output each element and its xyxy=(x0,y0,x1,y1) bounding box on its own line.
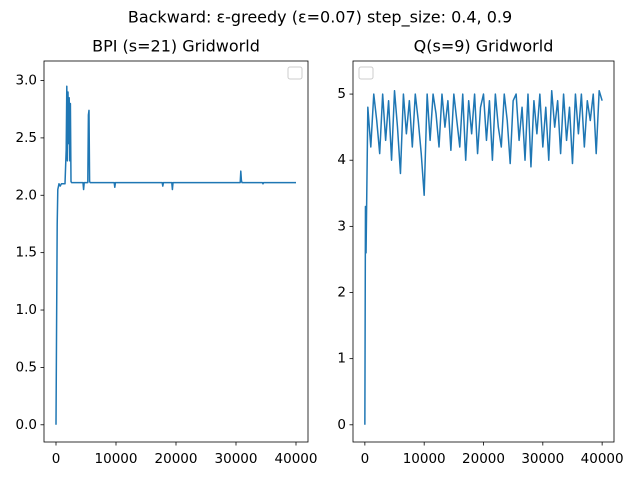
figure-title: Backward: ε-greedy (ε=0.07) step_size: 0… xyxy=(128,8,512,28)
y-tick-label: 4 xyxy=(337,152,346,168)
x-tick-label: 20000 xyxy=(155,451,198,467)
x-tick-label: 40000 xyxy=(581,451,624,467)
legend-box xyxy=(287,66,303,80)
x-tick-label: 0 xyxy=(52,451,61,467)
line-series xyxy=(55,85,296,425)
y-tick-label: 0.5 xyxy=(16,359,37,375)
y-tick-label: 2 xyxy=(337,285,346,301)
line-series xyxy=(364,90,603,425)
y-tick-label: 0 xyxy=(337,417,346,433)
x-tick-label: 10000 xyxy=(95,451,138,467)
chart-title: BPI (s=21) Gridworld xyxy=(92,37,260,56)
chart-title: Q(s=9) Gridworld xyxy=(414,37,554,56)
y-tick-label: 0.0 xyxy=(16,417,37,433)
axes-frame xyxy=(43,60,309,443)
y-tick-label: 1.0 xyxy=(16,302,37,318)
x-tick-label: 0 xyxy=(361,451,370,467)
y-tick-label: 3.0 xyxy=(16,73,37,89)
x-tick-label: 10000 xyxy=(403,451,446,467)
y-tick-label: 3 xyxy=(337,218,346,234)
y-tick-label: 1.5 xyxy=(16,245,37,261)
axes-frame xyxy=(352,60,615,443)
y-tick-label: 2.0 xyxy=(16,187,37,203)
x-tick-label: 30000 xyxy=(215,451,258,467)
y-tick-label: 5 xyxy=(337,86,346,102)
x-tick-label: 20000 xyxy=(462,451,505,467)
x-tick-label: 40000 xyxy=(275,451,318,467)
x-tick-label: 30000 xyxy=(521,451,564,467)
y-tick-label: 1 xyxy=(337,351,346,367)
legend-box xyxy=(358,66,374,80)
y-tick-label: 2.5 xyxy=(16,130,37,146)
